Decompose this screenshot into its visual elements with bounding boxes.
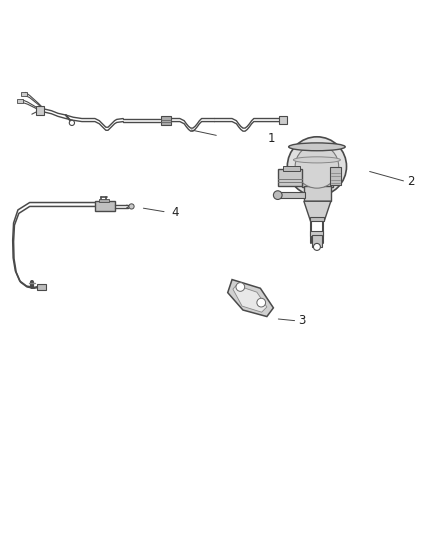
- Ellipse shape: [289, 143, 345, 151]
- Circle shape: [273, 191, 282, 199]
- Text: 2: 2: [407, 175, 414, 188]
- Circle shape: [287, 137, 346, 196]
- Bar: [21, 92, 27, 96]
- Bar: [311, 217, 324, 221]
- Bar: [304, 186, 331, 201]
- Polygon shape: [228, 279, 273, 317]
- Bar: [278, 192, 305, 198]
- Bar: [36, 106, 44, 116]
- Bar: [330, 167, 341, 185]
- Circle shape: [129, 204, 134, 209]
- Circle shape: [257, 298, 265, 307]
- Bar: [95, 201, 115, 211]
- Bar: [37, 284, 46, 289]
- Bar: [311, 231, 323, 236]
- Bar: [283, 166, 300, 171]
- Bar: [161, 116, 171, 125]
- Circle shape: [314, 244, 321, 251]
- Bar: [17, 99, 23, 103]
- Bar: [302, 165, 333, 187]
- Bar: [312, 235, 322, 247]
- Circle shape: [295, 144, 339, 188]
- Ellipse shape: [293, 157, 340, 163]
- Circle shape: [69, 120, 74, 125]
- Text: 1: 1: [268, 132, 275, 144]
- Polygon shape: [304, 201, 331, 221]
- Text: 3: 3: [298, 314, 305, 327]
- Bar: [279, 116, 287, 124]
- Polygon shape: [233, 285, 267, 312]
- Bar: [99, 199, 109, 202]
- Text: 4: 4: [172, 206, 179, 219]
- Bar: [278, 169, 302, 186]
- Circle shape: [236, 282, 245, 292]
